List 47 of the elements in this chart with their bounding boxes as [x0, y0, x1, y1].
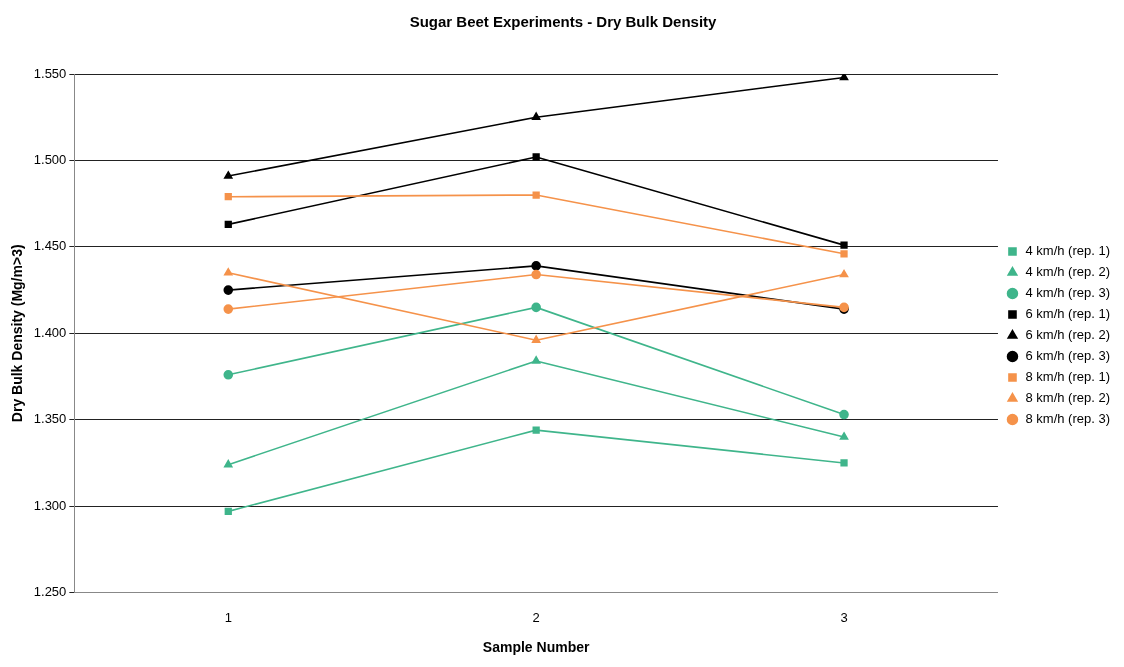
legend-label: 4 km/h (rep. 3)	[1025, 285, 1111, 301]
point	[224, 171, 233, 179]
point	[531, 356, 541, 364]
point	[840, 241, 848, 249]
y-tick-label: 1.300	[33, 497, 67, 513]
y-tick-label: 1.500	[33, 152, 67, 168]
legend-label: 6 km/h (rep. 3)	[1025, 348, 1111, 364]
point	[839, 432, 849, 440]
point	[223, 369, 234, 380]
point	[531, 261, 541, 271]
point	[531, 335, 541, 344]
legend-label: 8 km/h (rep. 2)	[1025, 390, 1111, 406]
legend-label: 8 km/h (rep. 1)	[1025, 369, 1111, 385]
point	[224, 193, 232, 201]
legend-label: 4 km/h (rep. 2)	[1025, 264, 1111, 280]
legend-label: 8 km/h (rep. 3)	[1025, 411, 1111, 427]
point	[223, 304, 234, 314]
point	[532, 191, 540, 199]
point	[224, 459, 233, 468]
point	[531, 302, 541, 313]
x-axis-title: Sample Number	[482, 639, 590, 656]
x-tick-label: 2	[532, 609, 540, 625]
y-tick-label: 1.450	[33, 238, 67, 254]
point	[839, 269, 849, 278]
x-tick-label: 1	[224, 609, 232, 625]
point	[532, 426, 540, 434]
point	[224, 507, 232, 515]
legend-label: 4 km/h (rep. 1)	[1025, 243, 1111, 259]
point	[839, 409, 849, 420]
point	[840, 459, 848, 467]
x-tick-label: 3	[840, 609, 848, 625]
point	[840, 250, 848, 258]
y-tick-label: 1.350	[33, 411, 67, 427]
y-tick-label: 1.250	[33, 584, 67, 600]
point	[839, 74, 849, 81]
point	[531, 112, 541, 121]
point	[224, 268, 233, 276]
legend-label: 6 km/h (rep. 2)	[1025, 327, 1111, 343]
point	[223, 285, 234, 295]
chart-title: Sugar Beet Experiments - Dry Bulk Density	[409, 13, 718, 31]
point	[224, 220, 232, 229]
legend-label: 6 km/h (rep. 1)	[1025, 306, 1111, 322]
point	[532, 153, 540, 161]
point	[531, 269, 541, 280]
y-axis-title: Dry Bulk Density (Mg/m>3)	[9, 244, 26, 423]
y-tick-label: 1.550	[33, 65, 67, 81]
y-tick-label: 1.400	[33, 324, 67, 340]
